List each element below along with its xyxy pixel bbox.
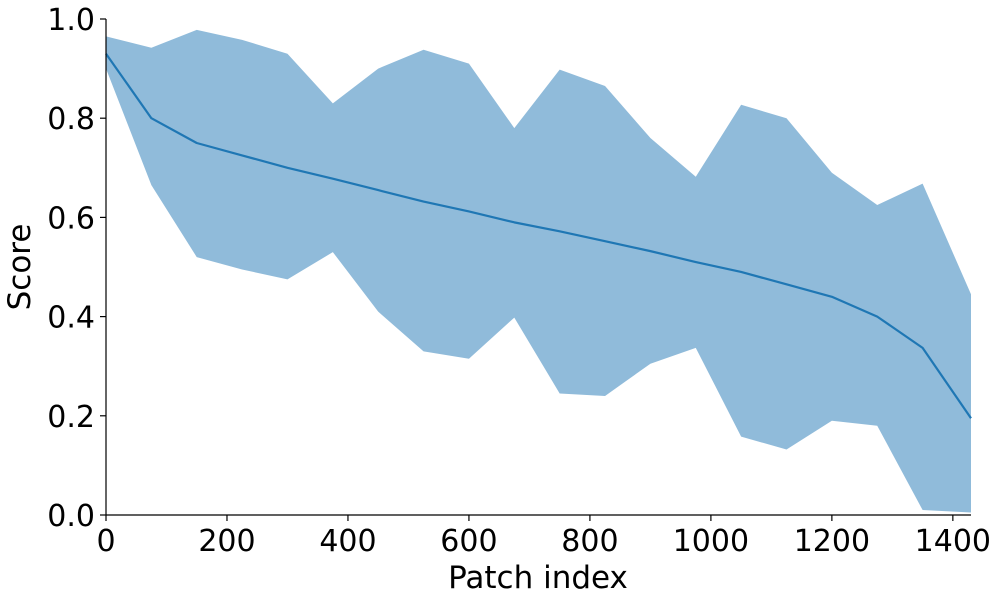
x-tick-label: 400 — [319, 524, 376, 559]
series-line — [105, 53, 972, 419]
x-tick-label: 1000 — [673, 524, 749, 559]
plot-area — [105, 29, 972, 513]
axes: 0 200 400 600 800 1000 1200 1400 0.0 0.2 0.4 0.6 0.8… — [47, 3, 991, 559]
x-tick-label: 1400 — [915, 524, 991, 559]
y-tick-label: 0.0 — [47, 499, 95, 534]
y-tick-label: 0.6 — [47, 201, 95, 236]
x-tick-label: 200 — [198, 524, 255, 559]
y-tick-label: 0.4 — [47, 301, 95, 336]
x-tick-label: 800 — [561, 524, 618, 559]
x-tick-label: 600 — [440, 524, 497, 559]
x-tick-label: 0 — [96, 524, 115, 559]
confidence-band — [106, 29, 971, 513]
y-tick-label: 1.0 — [47, 3, 95, 38]
y-tick-label: 0.2 — [47, 400, 95, 435]
y-axis-label: Score — [2, 224, 38, 311]
x-axis-label: Patch index — [448, 560, 628, 596]
y-tick-label: 0.8 — [47, 102, 95, 137]
x-tick-label: 1200 — [794, 524, 870, 559]
